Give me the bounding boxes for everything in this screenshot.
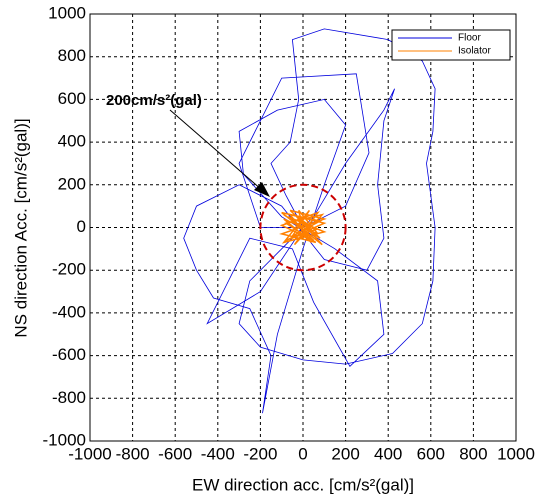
arrow-head (254, 182, 270, 197)
x-tick-label: 1000 (497, 444, 535, 463)
y-tick-label: -200 (52, 260, 86, 279)
y-tick-label: 1000 (48, 3, 86, 22)
y-tick-label: 0 (77, 217, 86, 236)
x-tick-label: -400 (201, 444, 235, 463)
x-tick-label: 0 (298, 444, 307, 463)
x-tick-label: -800 (116, 444, 150, 463)
legend-label: Isolator (458, 46, 491, 57)
x-tick-label: 600 (417, 444, 445, 463)
series-line (279, 209, 327, 246)
y-tick-label: 800 (58, 46, 86, 65)
legend-box (391, 29, 511, 61)
series-line (183, 28, 436, 414)
y-axis-label: NS direction Acc. [cm/s²(gal)] (11, 118, 30, 337)
x-tick-label: 800 (459, 444, 487, 463)
y-tick-label: 200 (58, 174, 86, 193)
annotation-arrow (169, 109, 263, 191)
legend-label: Floor (458, 33, 481, 44)
marks (183, 28, 436, 414)
x-tick-label: 400 (374, 444, 402, 463)
y-tick-label: -600 (52, 345, 86, 364)
x-tick-label: -200 (243, 444, 277, 463)
legend: Floor Isolator (391, 29, 511, 61)
y-tick-label: 400 (58, 132, 86, 151)
y-tick-label: -400 (52, 302, 86, 321)
x-tick-label: -1000 (68, 444, 111, 463)
x-axis-label: EW direction acc. [cm/s²(gal)] (192, 475, 414, 494)
y-tick-label: -800 (52, 388, 86, 407)
y-tick-label: -1000 (43, 430, 86, 449)
annotation-text: 200cm/s²(gal) (106, 92, 202, 109)
reference-circle (259, 183, 347, 272)
x-tick-label: -600 (158, 444, 192, 463)
y-tick-label: 600 (58, 89, 86, 108)
plot-frame (89, 13, 517, 442)
x-tick-label: 200 (331, 444, 359, 463)
